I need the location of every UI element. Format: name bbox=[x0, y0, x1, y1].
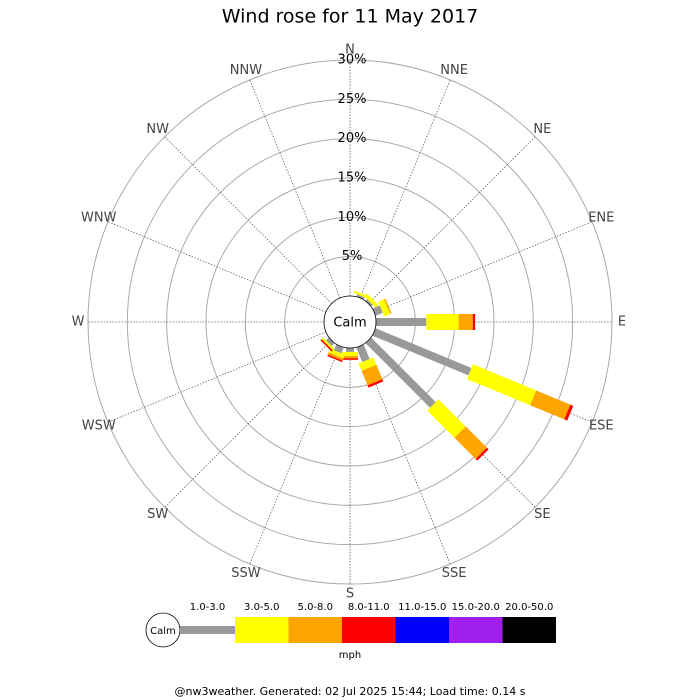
legend-label: 11.0-15.0 bbox=[398, 602, 446, 613]
radial-tick-label: 20% bbox=[338, 131, 367, 146]
direction-label: NNE bbox=[440, 63, 468, 78]
legend-swatch bbox=[449, 617, 503, 643]
bar-segment bbox=[342, 355, 358, 359]
bar-segment bbox=[472, 314, 476, 330]
direction-label: NW bbox=[146, 122, 169, 137]
direction-label: SE bbox=[534, 507, 550, 522]
bar-segment bbox=[475, 447, 489, 461]
bar-segment bbox=[372, 328, 472, 376]
legend-label: 8.0-11.0 bbox=[348, 602, 390, 613]
bar-segment bbox=[454, 426, 487, 459]
spoke bbox=[107, 331, 327, 423]
calm-circle bbox=[323, 295, 377, 349]
direction-bar bbox=[342, 348, 358, 360]
bar-segment bbox=[326, 337, 335, 346]
direction-label: SSW bbox=[231, 566, 261, 581]
bar-segment bbox=[327, 354, 343, 363]
bar-segment bbox=[356, 344, 370, 363]
direction-label: NE bbox=[533, 122, 551, 137]
bar-segment bbox=[321, 337, 335, 351]
direction-bar bbox=[320, 337, 335, 352]
legend-label: 3.0-5.0 bbox=[244, 602, 279, 613]
direction-label: WSW bbox=[82, 419, 116, 434]
direction-bar bbox=[365, 337, 489, 461]
legend-swatch bbox=[342, 617, 396, 643]
spoke bbox=[164, 136, 332, 304]
legend-label: 5.0-8.0 bbox=[298, 602, 333, 613]
direction-label: W bbox=[72, 315, 85, 330]
spoke bbox=[249, 79, 341, 299]
direction-label: N bbox=[345, 43, 355, 58]
bar-segment bbox=[342, 351, 358, 356]
bar-segment bbox=[365, 299, 373, 307]
direction-bar bbox=[376, 314, 476, 330]
spoke bbox=[368, 136, 536, 304]
direction-bar bbox=[356, 344, 384, 388]
bar-segment bbox=[365, 337, 436, 408]
bar-segment bbox=[426, 314, 459, 330]
bar-segment bbox=[342, 358, 358, 360]
direction-label: NNW bbox=[230, 63, 262, 78]
bar-segment bbox=[427, 399, 466, 438]
legend-label: 15.0-20.0 bbox=[452, 602, 500, 613]
legend-label: 1.0-3.0 bbox=[190, 602, 225, 613]
direction-label: ENE bbox=[588, 210, 614, 225]
spoke bbox=[107, 221, 327, 313]
legend-label: 20.0-50.0 bbox=[505, 602, 553, 613]
legend-swatch bbox=[395, 617, 449, 643]
legend-swatch bbox=[288, 617, 342, 643]
direction-bar bbox=[364, 293, 379, 308]
bar-segment bbox=[378, 299, 391, 317]
direction-label: E bbox=[618, 315, 626, 330]
spoke bbox=[359, 79, 451, 299]
bar-segment bbox=[458, 314, 473, 330]
bar-segment bbox=[358, 357, 377, 371]
chart-title: Wind rose for 11 May 2017 bbox=[222, 6, 479, 28]
bar-segment bbox=[372, 305, 383, 316]
grid-ring bbox=[87, 59, 613, 585]
direction-label: SSE bbox=[442, 566, 467, 581]
bar-segment bbox=[564, 404, 574, 421]
spoke bbox=[164, 340, 332, 508]
units-label: mph bbox=[339, 650, 361, 661]
radial-tick-label: 30% bbox=[338, 53, 367, 68]
direction-bar bbox=[372, 328, 574, 421]
bar-segment bbox=[530, 390, 571, 420]
radial-tick-label: 5% bbox=[342, 249, 363, 264]
legend-swatch bbox=[502, 617, 556, 643]
legend-calm-label: Calm bbox=[150, 626, 176, 637]
spoke bbox=[373, 221, 593, 313]
bar-segment bbox=[364, 293, 379, 308]
radial-tick-label: 10% bbox=[338, 210, 367, 225]
direction-bar bbox=[327, 344, 346, 363]
direction-label: S bbox=[346, 587, 354, 602]
direction-label: SW bbox=[147, 507, 168, 522]
bar-segment bbox=[367, 379, 384, 388]
grid-ring bbox=[126, 98, 574, 546]
direction-bar bbox=[372, 298, 392, 317]
legend-swatch bbox=[180, 626, 235, 634]
direction-label: WNW bbox=[81, 210, 117, 225]
bar-segment bbox=[356, 294, 365, 300]
bar-segment bbox=[320, 339, 333, 352]
bar-segment bbox=[346, 348, 354, 352]
bar-segment bbox=[361, 364, 383, 386]
bar-segment bbox=[328, 348, 346, 359]
calm-label: Calm bbox=[333, 316, 366, 331]
footer: @nw3weather. Generated: 02 Jul 2025 15:4… bbox=[175, 685, 526, 698]
bar-segment bbox=[376, 318, 427, 326]
spoke bbox=[249, 345, 341, 565]
bar-segment bbox=[466, 364, 537, 406]
bar-segment bbox=[384, 298, 392, 315]
legend-swatch bbox=[235, 617, 289, 643]
radial-tick-label: 15% bbox=[338, 171, 367, 186]
bar-segment bbox=[327, 352, 344, 361]
radial-tick-label: 25% bbox=[338, 92, 367, 107]
direction-label: ESE bbox=[589, 419, 614, 434]
